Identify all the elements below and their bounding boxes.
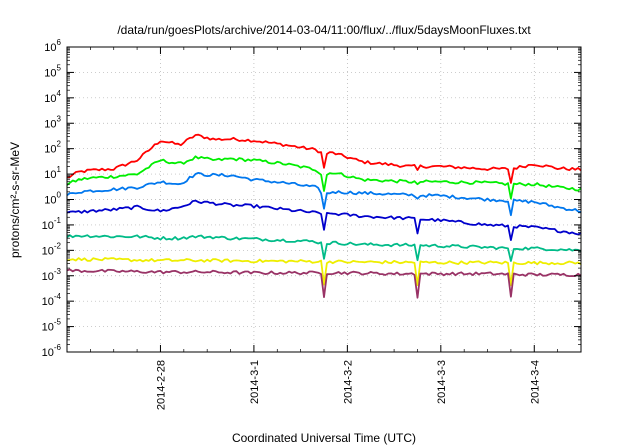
flux-series-line — [66, 234, 582, 262]
y-tick-label: 10-6 — [42, 343, 62, 359]
y-tick-label: 10-1 — [42, 216, 62, 232]
grid-lines — [67, 47, 581, 352]
flux-series-line — [66, 257, 582, 287]
y-tick-label: 102 — [44, 140, 61, 156]
flux-series-line — [66, 155, 582, 200]
y-tick-label: 100 — [44, 191, 61, 207]
x-tick-label: 2014-3-3 — [436, 360, 448, 404]
y-axis-label: protons/cm²-s-sr-MeV — [8, 142, 22, 258]
x-axis-ticks: 2014-2-28 2014-3-1 2014-3-2 2014-3-3 2014-3-… — [90, 47, 582, 410]
series-layer — [66, 133, 582, 299]
x-tick-label: 2014-2-28 — [155, 360, 167, 410]
flux-series-line — [66, 171, 582, 217]
y-tick-label: 10-3 — [42, 267, 62, 283]
y-axis-ticks: 10-6 10-5 10-4 10-3 10-2 10-1 100 101 102 103 104 1… — [42, 38, 581, 359]
flux-series-line — [66, 199, 582, 242]
flux-series-line — [66, 133, 582, 184]
y-tick-label: 103 — [44, 114, 61, 130]
flux-series-line — [66, 268, 582, 299]
y-tick-label: 10-5 — [42, 318, 62, 334]
x-tick-label: 2014-3-2 — [342, 360, 354, 404]
x-tick-label: 2014-3-4 — [529, 360, 541, 404]
y-tick-label: 104 — [44, 89, 61, 105]
chart-title: /data/run/goesPlots/archive/2014-03-04/1… — [117, 23, 531, 37]
y-tick-label: 10-4 — [42, 292, 62, 308]
y-tick-label: 10-2 — [42, 241, 62, 257]
y-tick-label: 106 — [44, 38, 61, 54]
x-tick-label: 2014-3-1 — [249, 360, 261, 404]
y-tick-label: 101 — [44, 165, 61, 181]
y-tick-label: 105 — [44, 63, 61, 79]
x-axis-label: Coordinated Universal Time (UTC) — [232, 431, 416, 445]
